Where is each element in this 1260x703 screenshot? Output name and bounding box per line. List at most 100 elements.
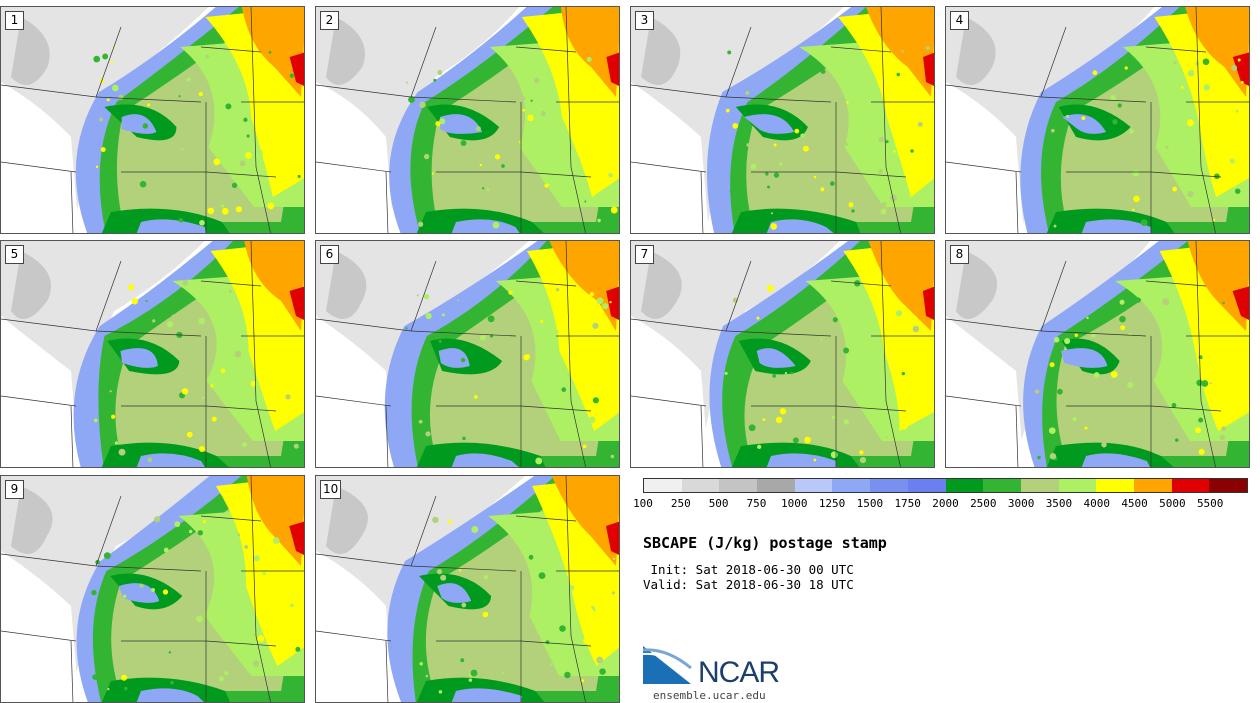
field-speckle [545,656,551,662]
field-speckle [736,442,740,446]
field-speckle [1198,448,1205,455]
state-boundary [410,330,517,337]
field-speckle [235,206,242,213]
field-speckle [591,605,595,610]
time-info: Init: Sat 2018-06-30 00 UTC Valid: Sat 2… [643,562,854,592]
state-boundary [946,318,1042,332]
state-boundary [946,161,1022,173]
field-speckle [820,187,825,192]
state-boundary [835,405,907,412]
field-speckle [1037,455,1041,460]
field-speckle [770,223,778,230]
field-speckle [1180,85,1184,89]
field-speckle [846,101,849,104]
field-speckle [257,635,265,643]
field-contour [744,114,795,134]
field-contour [136,688,204,702]
field-speckle [207,207,215,215]
field-speckle [239,160,246,167]
field-speckle [843,419,850,425]
legend-tick-label: 4500 [1121,497,1148,510]
field-speckle [405,81,408,84]
field-speckle [107,687,110,691]
field-speckle [1212,218,1216,221]
field-speckle [1100,411,1103,415]
field-speckle [100,147,106,153]
field-speckle [773,172,780,178]
state-boundary [1015,405,1019,467]
map-panel: 3 [630,6,935,234]
field-speckle [1237,58,1241,62]
field-speckle [820,338,823,341]
field-speckle [804,436,811,444]
field-speckle [267,202,275,210]
field-speckle [878,136,885,143]
field-speckle [589,291,595,297]
field-speckle [448,519,453,524]
field-contour [136,219,206,233]
state-boundary [385,640,389,702]
field-speckle [727,50,732,55]
field-speckle [596,656,604,664]
field-speckle [564,671,571,679]
legend-swatch [870,479,908,492]
field-speckle [1186,119,1194,127]
field-contour [1060,348,1108,368]
state-boundary [565,241,586,467]
field-speckle [485,626,492,633]
field-contour [956,17,996,85]
field-speckle [480,334,486,341]
field-speckle [1198,355,1203,360]
field-speckle [1219,434,1226,441]
field-speckle [725,108,730,113]
legend-swatch [983,479,1021,492]
field-contour [289,521,304,555]
member-number: 1 [5,11,24,30]
field-speckle [1203,67,1209,73]
field-speckle [592,322,599,329]
field-contour [326,486,368,554]
field-speckle [508,160,515,168]
field-speckle [494,154,501,160]
field-speckle [213,158,221,166]
field-speckle [479,163,482,167]
field-speckle [575,157,581,163]
field-speckle [436,568,443,575]
member-number: 10 [320,480,342,499]
field-speckle [225,103,232,110]
legend-tick-label: 1250 [818,497,846,510]
field-speckle [1132,208,1135,211]
field-speckle [608,172,613,178]
field-speckle [1165,145,1169,150]
field-speckle [896,72,901,77]
field-contour [439,114,483,134]
map-panel: 6 [315,240,620,468]
field-speckle [482,187,485,190]
field-speckle [776,400,780,404]
state-boundary [1145,46,1207,53]
field-speckle [200,183,207,190]
field-speckle [878,169,883,174]
field-speckle [423,153,430,160]
field-speckle [845,142,849,146]
field-speckle [1222,301,1225,305]
field-speckle [831,415,835,420]
field-speckle [423,293,430,300]
state-boundary [200,46,262,53]
field-speckle [1171,402,1177,408]
field-speckle [1119,299,1125,305]
field-speckle [765,172,769,176]
field-contour [1185,7,1249,97]
state-boundary [520,171,592,178]
field-speckle [748,424,756,432]
field-speckle [599,449,604,454]
field-speckle [514,383,517,386]
field-contour [289,286,304,320]
field-speckle [525,354,531,359]
field-speckle [1127,381,1134,388]
field-contour [631,316,709,467]
field-speckle [118,448,126,456]
field-speckle [109,390,112,393]
field-speckle [110,60,114,63]
field-speckle [732,123,739,129]
